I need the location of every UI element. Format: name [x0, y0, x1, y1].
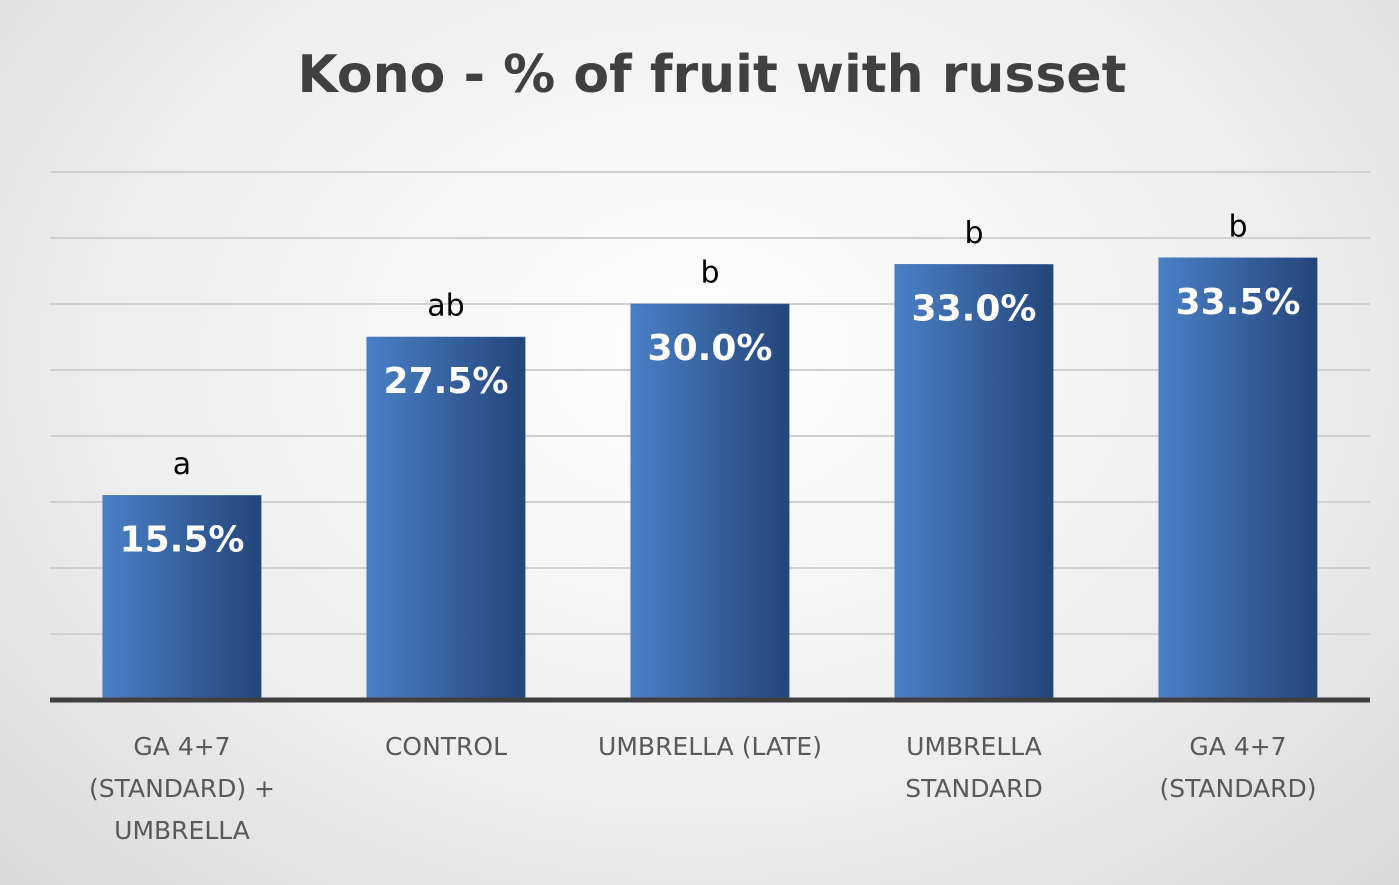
x-tick-label: GA 4+7 (STANDARD) + UMBRELLA: [89, 732, 275, 845]
annotation: a: [173, 447, 191, 482]
x-tick-label: CONTROL: [384, 732, 508, 761]
x-tick-label: GA 4+7 (STANDARD): [1159, 732, 1317, 803]
chart-title: Kono - % of fruit with russet: [298, 45, 1127, 105]
annotation: b: [700, 256, 719, 291]
bar: [1158, 257, 1318, 701]
bar: [102, 495, 262, 701]
value-label: 33.0%: [912, 288, 1037, 329]
bar: [630, 303, 790, 701]
value-label: 27.5%: [384, 361, 509, 402]
value-label: 33.5%: [1176, 282, 1301, 323]
value-label: 15.5%: [120, 519, 245, 560]
annotation: ab: [427, 289, 464, 324]
x-tick-label: UMBRELLA STANDARD: [905, 732, 1043, 803]
annotation: b: [1228, 209, 1247, 244]
bar: [366, 336, 526, 701]
bar: [894, 264, 1054, 701]
value-label: 30.0%: [648, 328, 773, 369]
x-tick-label: UMBRELLA (LATE): [598, 732, 822, 761]
annotation: b: [964, 216, 983, 251]
